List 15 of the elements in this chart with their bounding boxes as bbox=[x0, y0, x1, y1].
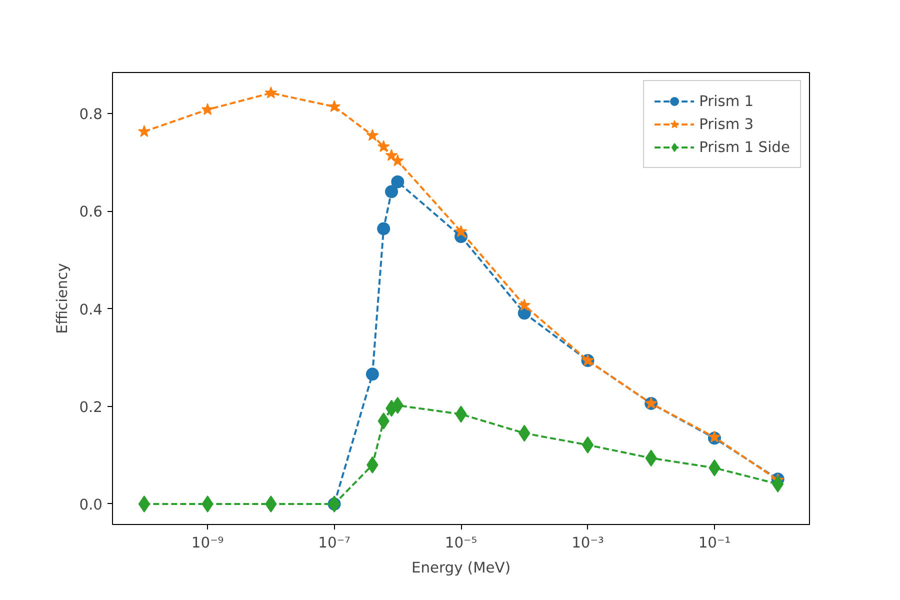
y-tick-label: 0.6 bbox=[79, 204, 103, 221]
y-tick-label: 0.8 bbox=[79, 106, 103, 123]
legend-label: Prism 3 bbox=[699, 116, 754, 132]
x-tick-label: 10⁻⁵ bbox=[444, 534, 478, 552]
legend-label: Prism 1 Side bbox=[699, 138, 790, 156]
y-tick-label: 0.2 bbox=[79, 398, 103, 416]
y-axis-title: Efficiency bbox=[54, 262, 72, 334]
x-tick-label: 10⁻⁹ bbox=[191, 534, 224, 552]
x-tick-label: 10⁻⁷ bbox=[318, 534, 351, 552]
y-tick-label: 0.4 bbox=[79, 301, 103, 318]
legend-label: Prism 1 bbox=[699, 92, 754, 110]
x-tick-label: 10⁻¹ bbox=[698, 534, 731, 552]
x-tick-label: 10⁻³ bbox=[572, 534, 604, 552]
x-axis-title: Energy (MeV) bbox=[411, 560, 511, 576]
y-tick-label: 0.0 bbox=[79, 496, 103, 514]
